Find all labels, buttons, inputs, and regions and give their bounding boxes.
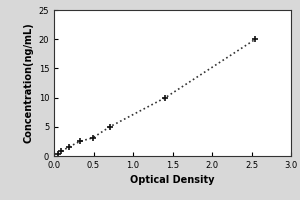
X-axis label: Optical Density: Optical Density <box>130 175 215 185</box>
Y-axis label: Concentration(ng/mL): Concentration(ng/mL) <box>23 23 33 143</box>
